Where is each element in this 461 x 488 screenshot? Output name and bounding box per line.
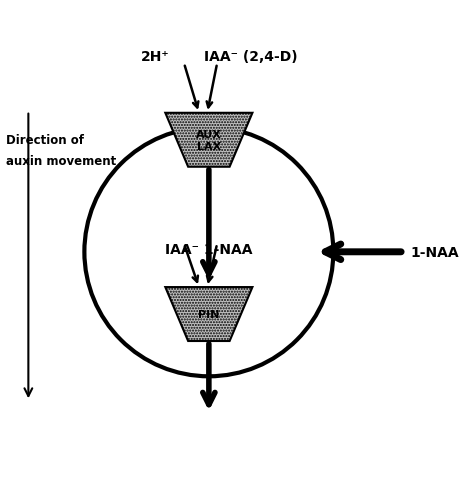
Text: PIN: PIN — [198, 309, 219, 319]
Text: IAA⁻ (2,4-D): IAA⁻ (2,4-D) — [204, 50, 297, 64]
Polygon shape — [165, 114, 253, 167]
Text: 1-NAA: 1-NAA — [410, 245, 459, 259]
Text: Direction of: Direction of — [6, 134, 83, 147]
Polygon shape — [165, 287, 253, 341]
Text: auxin movement: auxin movement — [6, 155, 116, 168]
Text: IAA⁻ 1-NAA: IAA⁻ 1-NAA — [165, 243, 253, 256]
Text: 2H⁺: 2H⁺ — [141, 50, 169, 64]
Text: AUX
LAX: AUX LAX — [196, 130, 222, 151]
